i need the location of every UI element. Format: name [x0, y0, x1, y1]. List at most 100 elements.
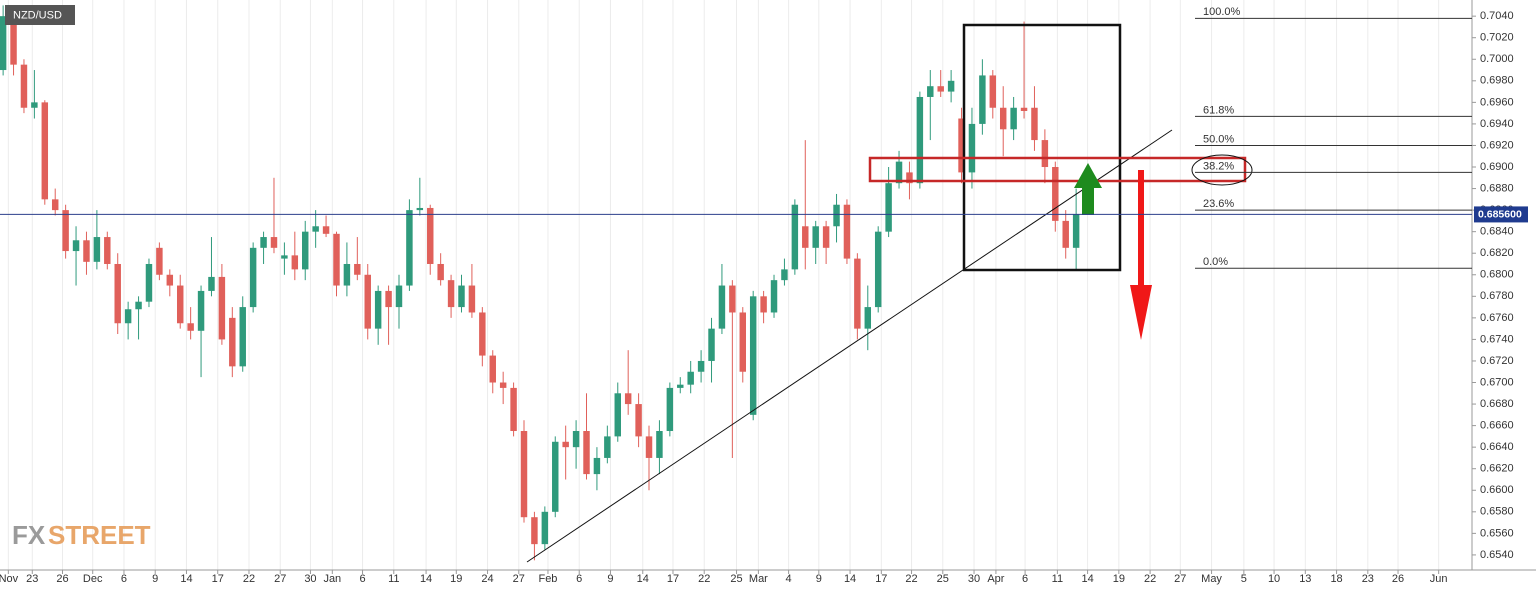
candle-body — [1010, 107, 1017, 130]
candle-body — [895, 161, 903, 184]
candle-body — [114, 263, 121, 324]
x-tick-label: 17 — [212, 573, 224, 585]
x-tick-label: 25 — [937, 573, 949, 585]
candle-body — [104, 237, 111, 264]
symbol-box — [5, 5, 75, 25]
x-tick-label: 6 — [576, 573, 582, 585]
candle-body — [833, 204, 840, 227]
x-tick-label: 22 — [243, 573, 255, 585]
candle-body — [72, 240, 80, 252]
y-tick-label: 0.6620 — [1480, 463, 1514, 475]
y-tick-label: 0.6720 — [1480, 355, 1514, 367]
last-price-label: 0.685600 — [1478, 209, 1522, 221]
candle-body — [843, 204, 851, 259]
candle-body — [968, 123, 976, 173]
candle-body — [322, 226, 330, 234]
x-tick-label: 22 — [1144, 573, 1156, 585]
x-tick-label: 6 — [121, 573, 127, 585]
candle-body — [874, 231, 882, 308]
candle-body — [385, 290, 392, 308]
candle-body — [270, 237, 278, 248]
candle-body — [1062, 220, 1069, 248]
candle-body — [958, 118, 965, 173]
y-tick-label: 0.6700 — [1480, 376, 1514, 388]
candle-body — [479, 312, 486, 356]
candle-body — [135, 301, 142, 310]
candle-body — [458, 285, 465, 308]
candle-body — [41, 102, 49, 200]
candle-body — [739, 312, 747, 372]
y-tick-label: 0.6640 — [1480, 441, 1514, 453]
circle — [1191, 154, 1253, 186]
logo-street: STREET — [48, 520, 151, 550]
y-tick-label: 0.6660 — [1480, 420, 1514, 432]
candle-body — [10, 16, 17, 65]
candle-body — [687, 371, 694, 385]
candle-body — [708, 328, 715, 361]
candle-body — [947, 80, 955, 92]
y-tick-label: 0.6760 — [1480, 312, 1514, 324]
candle-body — [583, 431, 590, 475]
candle-body — [208, 276, 215, 291]
y-tick-label: 0.6560 — [1480, 527, 1514, 539]
candle-body — [656, 431, 663, 458]
candle-body — [906, 172, 913, 184]
candle-body — [124, 309, 132, 324]
y-tick-label: 0.6880 — [1480, 182, 1514, 194]
candle-body — [281, 255, 288, 259]
candle-body — [249, 247, 257, 308]
logo-fx: FX — [12, 520, 46, 550]
candle-body — [468, 285, 476, 313]
x-tick-label: 9 — [816, 573, 822, 585]
y-tick-label: 0.6820 — [1480, 247, 1514, 259]
candle-body — [781, 269, 788, 281]
zone — [868, 156, 1247, 183]
x-tick-label: Jan — [323, 573, 341, 585]
candle-body — [489, 355, 496, 383]
candle-body — [770, 280, 778, 313]
candle-body — [93, 237, 101, 262]
candle-body — [333, 233, 340, 286]
x-tick-label: 27 — [513, 573, 525, 585]
candle-body — [624, 393, 632, 405]
x-tick-label: 6 — [1022, 573, 1028, 585]
x-tick-label: 30 — [304, 573, 316, 585]
y-tick-label: 0.6540 — [1480, 549, 1514, 561]
candle-body — [239, 307, 246, 367]
candle-body — [395, 285, 403, 308]
x-tick-label: Mar — [749, 573, 768, 585]
candle-body — [593, 457, 601, 475]
y-tick-label: 0.6960 — [1480, 96, 1514, 108]
x-tick-label: 14 — [844, 573, 856, 585]
y-tick-label: 0.6780 — [1480, 290, 1514, 302]
candle-body — [677, 384, 684, 388]
y-tick-label: 0.6740 — [1480, 333, 1514, 345]
candle-body — [187, 323, 194, 331]
x-tick-label: 19 — [450, 573, 462, 585]
candle-body — [291, 255, 299, 270]
candle-body — [1041, 140, 1049, 168]
candle-body — [229, 317, 236, 367]
candle-body — [145, 263, 153, 302]
x-tick-label: 14 — [1081, 573, 1093, 585]
candle-body — [31, 102, 38, 108]
y-tick-label: 0.6800 — [1480, 269, 1514, 281]
y-tick-label: 0.6980 — [1480, 75, 1514, 87]
fib-label: 61.8% — [1203, 104, 1234, 116]
candle-body — [791, 204, 799, 270]
candle-body — [927, 86, 934, 97]
candle-body — [666, 387, 674, 432]
candle-body — [760, 296, 767, 313]
x-tick-label: 23 — [26, 573, 38, 585]
fib-label: 50.0% — [1203, 133, 1234, 145]
x-tick-label: 17 — [667, 573, 679, 585]
candles — [0, 5, 1080, 561]
x-tick-label: May — [1201, 573, 1222, 585]
candle-body — [635, 404, 642, 437]
candle-body — [916, 96, 924, 184]
candle-body — [812, 226, 819, 248]
candle-body — [1052, 167, 1059, 221]
y-tick-label: 0.6920 — [1480, 139, 1514, 151]
